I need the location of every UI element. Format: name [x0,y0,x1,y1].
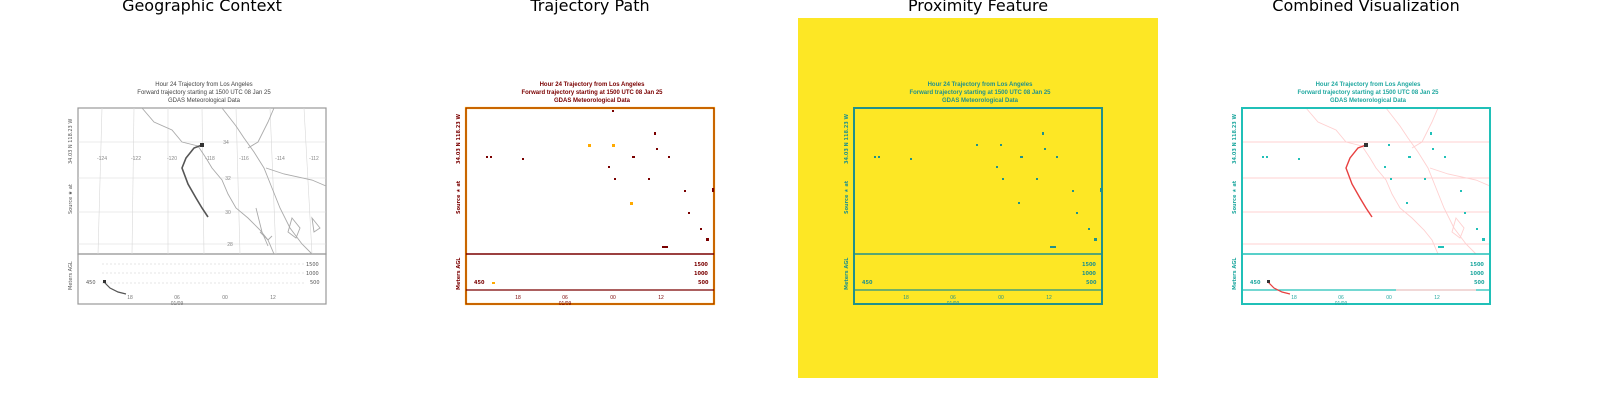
combined-source-label: Source ★ at [1232,180,1238,214]
time-tick: 12 [270,295,276,301]
proximity-title-line1: Hour 24 Trajectory from Los Angeles [928,82,1033,88]
panel-title-trajectory-path: Trajectory Path [530,0,650,15]
lon-label: -114 [275,156,285,162]
panel-geographic-context: Hour 24 Trajectory from Los Angeles Forw… [22,18,382,378]
proximity-time-tick: 12 [1046,295,1052,301]
time-tick: 18 [127,295,133,301]
combined-height-tick: 1000 [1470,271,1484,277]
panel-combined-visualization: Hour 24 Trajectory from Los Angeles Forw… [1186,18,1546,378]
proximity-feature-map: Hour 24 Trajectory from Los Angeles Forw… [798,18,1158,378]
proximity-source-label: Source ★ at [844,180,850,214]
lat-label: 28 [227,242,233,248]
lat-label: 32 [225,176,231,182]
map-title-line2: Forward trajectory starting at 1500 UTC … [137,90,271,96]
combined-height-start-label: 450 [1250,280,1261,286]
proximity-height-start-label: 450 [862,280,873,286]
combined-time-tick: 18 [1291,295,1297,301]
edge-height-tick: 1000 [694,271,708,277]
height-axis-label: Meters AGL [68,261,74,290]
edge-time-tick: 00 [610,295,616,301]
date-label: 01/09 [171,301,184,307]
proximity-height-tick: 500 [1086,280,1097,286]
proximity-height-tick: 1500 [1082,262,1096,268]
proximity-time-tick: 06 [950,295,956,301]
source-label: Source ★ at [68,184,74,214]
combined-height-tick: 500 [1474,280,1485,286]
combined-time-tick: 12 [1434,295,1440,301]
edge-title-line2: Forward trajectory starting at 1500 UTC … [521,90,663,96]
panel-title-proximity-feature: Proximity Feature [907,0,1049,15]
edge-height-tick: 500 [698,280,709,286]
height-tick: 1500 [306,262,319,268]
time-tick: 00 [222,295,228,301]
combined-title-line1: Hour 24 Trajectory from Los Angeles [1316,82,1421,88]
lon-label: -124 [97,156,107,162]
lon-label: -122 [131,156,141,162]
combined-time-tick: 00 [1386,295,1392,301]
proximity-height-axis-label: Meters AGL [844,257,850,290]
proximity-height-tick: 1000 [1082,271,1096,277]
panel-proximity-feature: Hour 24 Trajectory from Los Angeles Forw… [798,18,1158,378]
trajectory-edge-map: Hour 24 Trajectory from Los Angeles Forw… [410,18,770,378]
edge-height-tick: 1500 [694,262,708,268]
combined-title-line3: GDAS Meteorological Data [1330,98,1407,104]
time-tick: 06 [174,295,180,301]
combined-visualization-map: Hour 24 Trajectory from Los Angeles Forw… [1186,18,1546,378]
combined-title-line2: Forward trajectory starting at 1500 UTC … [1297,90,1439,96]
combined-height-axis-label: Meters AGL [1232,257,1238,290]
edge-height-axis-label: Meters AGL [456,257,462,290]
map-title-line1: Hour 24 Trajectory from Los Angeles [155,82,252,88]
panel-title-combined-visualization: Combined Visualization [1272,0,1460,15]
height-start-label: 450 [86,280,96,286]
panel-trajectory-path: Hour 24 Trajectory from Los Angeles Forw… [410,18,770,378]
combined-height-tick: 1500 [1470,262,1484,268]
edge-time-tick: 18 [515,295,521,301]
edge-source-label: Source ★ at [456,180,462,214]
lon-label: -112 [309,156,319,162]
proximity-title-line3: GDAS Meteorological Data [942,98,1019,104]
proximity-source-coords: 34.03 N 118.23 W [844,113,850,164]
combined-source-coords: 34.03 N 118.23 W [1232,113,1238,164]
source-coords: 34.03 N 118.23 W [68,119,74,164]
lat-label: 30 [225,210,231,216]
combined-date-label: 01/09 [1335,301,1348,307]
lon-label: -120 [167,156,177,162]
height-tick: 500 [310,280,320,286]
edge-title-line1: Hour 24 Trajectory from Los Angeles [540,82,645,88]
proximity-date-label: 01/09 [947,301,960,307]
edge-height-start-label: 450 [474,280,485,286]
lon-label: -118 [205,156,215,162]
proximity-time-tick: 18 [903,295,909,301]
height-tick: 1000 [306,271,319,277]
geographic-context-map: Hour 24 Trajectory from Los Angeles Forw… [22,18,382,378]
proximity-time-tick: 00 [998,295,1004,301]
panel-title-geographic-context: Geographic Context [122,0,282,15]
proximity-title-line2: Forward trajectory starting at 1500 UTC … [909,90,1051,96]
edge-time-tick: 06 [562,295,568,301]
edge-date-label: 01/09 [559,301,572,307]
lat-label: 34 [223,140,229,146]
combined-time-tick: 06 [1338,295,1344,301]
edge-time-tick: 12 [658,295,664,301]
edge-source-coords: 34.03 N 118.23 W [456,113,462,164]
map-title-line3: GDAS Meteorological Data [168,98,241,104]
lon-label: -116 [239,156,249,162]
edge-title-line3: GDAS Meteorological Data [554,98,631,104]
